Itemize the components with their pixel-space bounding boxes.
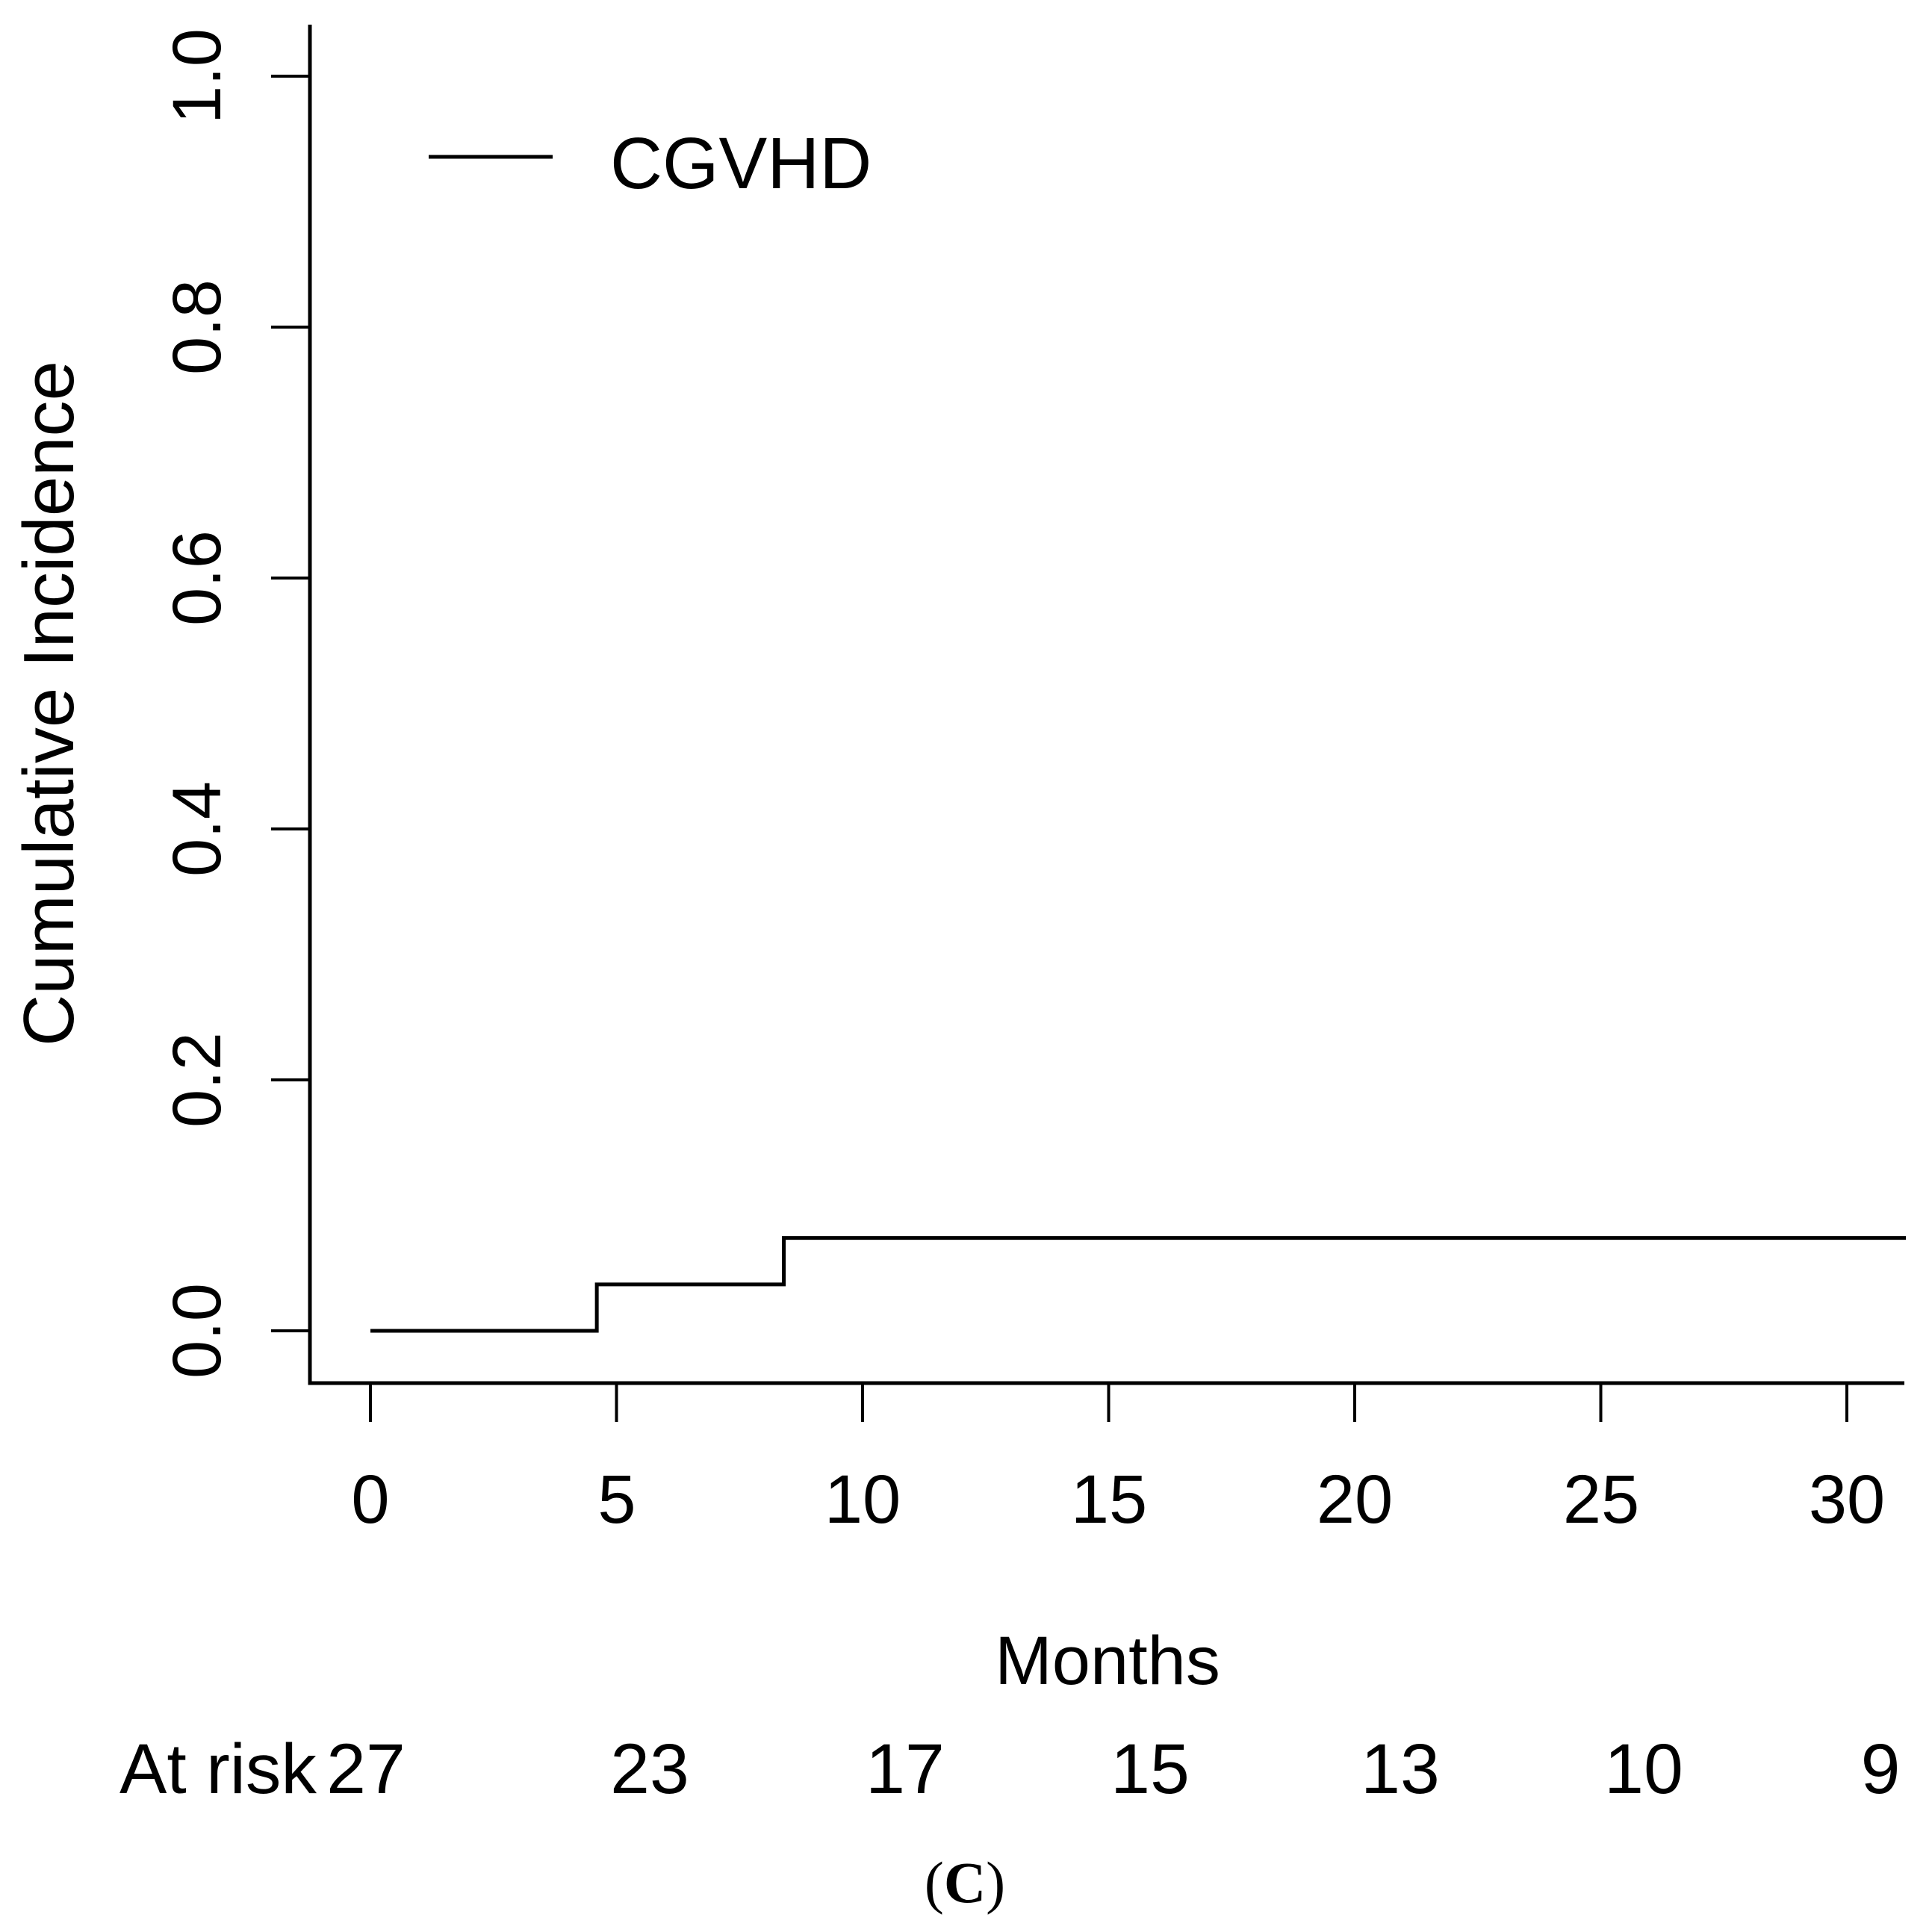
at-risk-label: At risk — [119, 1730, 317, 1809]
y-tick-label: 0.0 — [159, 1283, 235, 1379]
x-tick-label: 10 — [824, 1462, 901, 1538]
caption-letter: C — [943, 1850, 987, 1915]
caption-close-paren: ) — [986, 1850, 1006, 1915]
at-risk-count: 23 — [610, 1730, 689, 1809]
y-tick-label: 0.2 — [159, 1032, 235, 1128]
at-risk-count: 9 — [1860, 1730, 1901, 1809]
y-tick-label: 0.6 — [159, 530, 235, 626]
cgvhd-step-curve — [370, 1236, 1907, 1333]
at-risk-count: 13 — [1361, 1730, 1440, 1809]
at-risk-count: 10 — [1604, 1730, 1683, 1809]
at-risk-count: 17 — [866, 1730, 945, 1809]
caption-open-paren: ( — [924, 1850, 944, 1915]
y-tick-label: 1.0 — [159, 28, 235, 124]
legend-label: CGVHD — [610, 122, 872, 204]
x-tick-label: 30 — [1808, 1462, 1886, 1538]
y-tick-label: 0.8 — [159, 279, 235, 375]
x-tick-label: 15 — [1070, 1462, 1148, 1538]
x-axis-title: Months — [995, 1623, 1220, 1699]
figure-caption: (C) — [925, 1854, 1005, 1912]
x-tick-label: 20 — [1316, 1462, 1394, 1538]
y-axis-title: Cumulative Incidence — [9, 361, 89, 1046]
x-tick-label: 0 — [351, 1462, 390, 1538]
at-risk-count: 15 — [1111, 1730, 1190, 1809]
at-risk-count: 27 — [326, 1730, 406, 1809]
x-tick-label: 25 — [1562, 1462, 1640, 1538]
x-tick-label: 5 — [597, 1462, 636, 1538]
y-tick-label: 0.4 — [159, 781, 235, 877]
